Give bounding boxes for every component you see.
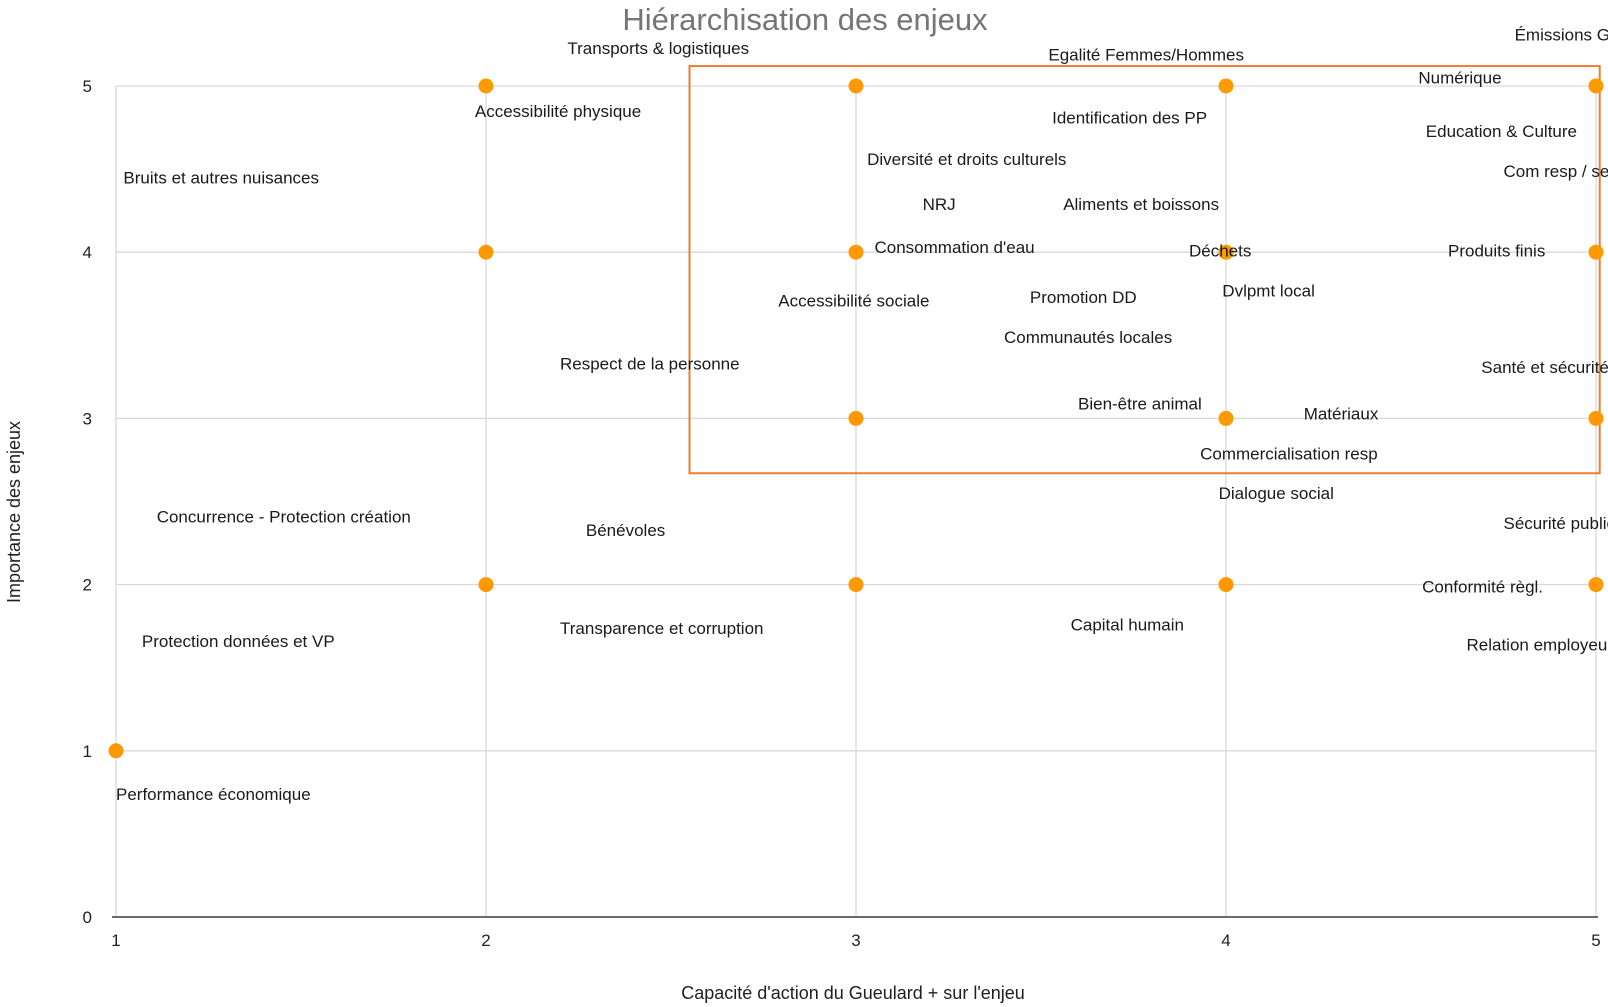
point-label: Communautés locales: [1004, 328, 1172, 347]
point-label: Conformité règl.: [1422, 577, 1543, 596]
point-label: Relation employeur/é: [1467, 635, 1608, 654]
point-label: Concurrence - Protection création: [157, 507, 411, 526]
point-label: Transparence et corruption: [560, 619, 763, 638]
point-label: Protection données et VP: [142, 632, 335, 651]
point-label: Santé et sécurité: [1481, 358, 1608, 377]
y-tick-label: 1: [83, 742, 92, 761]
point-label: Produits finis: [1448, 242, 1545, 261]
point-label: Performance économique: [116, 785, 311, 804]
data-point: [478, 577, 494, 593]
data-point: [1588, 244, 1604, 260]
highlight-box-layer: [688, 65, 1601, 475]
point-label: Identification des PP: [1052, 109, 1207, 128]
y-tick-label: 2: [83, 576, 92, 595]
point-label: Accessibilité sociale: [778, 291, 929, 310]
data-point: [1218, 410, 1234, 426]
point-label: Émissions GES: [1515, 25, 1608, 44]
point-label: Bénévoles: [586, 521, 665, 540]
data-point: [478, 244, 494, 260]
x-tick-label: 3: [851, 931, 860, 950]
x-axis-title: Capacité d'action du Gueulard + sur l'en…: [681, 983, 1025, 1003]
point-label: Bien-être animal: [1078, 394, 1202, 413]
data-point: [1218, 577, 1234, 593]
point-label: Aliments et boissons: [1063, 195, 1219, 214]
x-tick-label: 4: [1221, 931, 1230, 950]
gridlines: [115, 85, 1597, 917]
point-label: Commercialisation resp: [1200, 444, 1378, 463]
point-label: Dvlpmt local: [1222, 281, 1315, 300]
data-point: [108, 743, 124, 759]
point-label: NRJ: [923, 195, 956, 214]
y-tick-label: 3: [83, 409, 92, 428]
point-label: Promotion DD: [1030, 288, 1137, 307]
point-label: Bruits et autres nuisances: [123, 168, 319, 187]
data-point: [1218, 244, 1234, 260]
y-tick-label: 5: [83, 77, 92, 96]
highlight-box: [688, 65, 1601, 475]
point-label: Sécurité public: [1504, 514, 1608, 533]
data-point: [848, 410, 864, 426]
x-tick-label: 1: [111, 931, 120, 950]
data-points: [108, 78, 1604, 759]
point-label: Matériaux: [1304, 404, 1379, 423]
x-tick-label: 2: [481, 931, 490, 950]
data-point: [478, 78, 494, 94]
data-labels: Transports & logistiques Egalité Femmes/H…: [116, 25, 1608, 804]
point-label: Consommation d'eau: [875, 238, 1035, 257]
y-tick-label: 0: [83, 908, 92, 927]
point-label: Com resp / sensib: [1504, 162, 1608, 181]
data-point: [1588, 577, 1604, 593]
data-point: [848, 78, 864, 94]
point-label: Déchets: [1189, 242, 1251, 261]
point-label: Transports & logistiques: [567, 39, 749, 58]
x-tick-label: 5: [1591, 931, 1600, 950]
point-label: Accessibilité physique: [475, 102, 641, 121]
point-label: Dialogue social: [1219, 484, 1334, 503]
data-point: [1588, 410, 1604, 426]
data-point: [848, 577, 864, 593]
chart-title: Hiérarchisation des enjeux: [622, 2, 988, 37]
data-point: [1588, 78, 1604, 94]
point-label: Education & Culture: [1426, 122, 1577, 141]
point-label: Respect de la personne: [560, 355, 740, 374]
data-point: [1218, 78, 1234, 94]
point-label: Egalité Femmes/Hommes: [1048, 45, 1244, 64]
y-axis-title: Importance des enjeux: [4, 421, 24, 603]
data-point: [848, 244, 864, 260]
point-label: Diversité et droits culturels: [867, 150, 1066, 169]
point-label: Capital humain: [1071, 615, 1184, 634]
point-label: Numérique: [1418, 69, 1501, 88]
y-tick-label: 4: [83, 243, 92, 262]
